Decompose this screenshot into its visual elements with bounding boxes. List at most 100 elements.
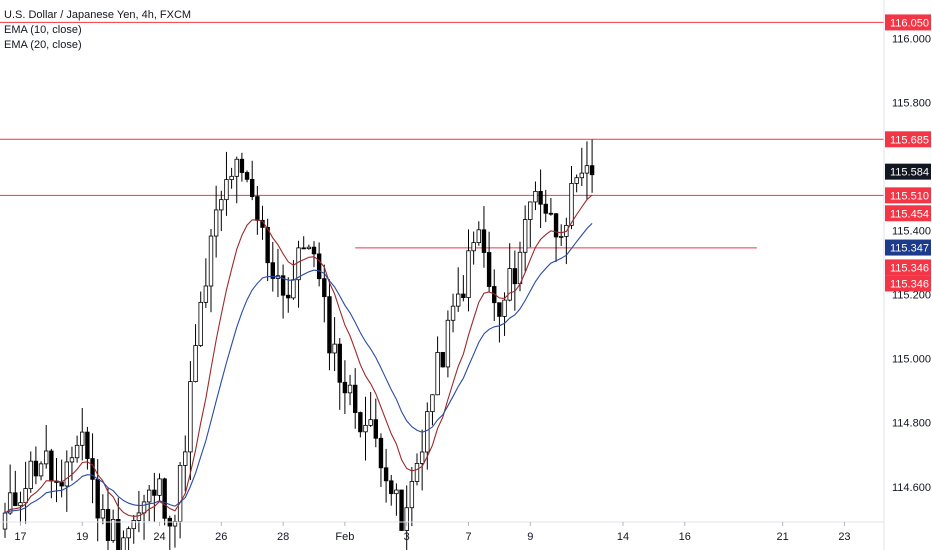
candle-body — [286, 294, 291, 299]
candle-body — [486, 252, 492, 287]
candle-body — [213, 209, 219, 237]
candle-body — [528, 201, 533, 220]
time-tick-label: 9 — [527, 531, 533, 543]
price-axis-tag — [885, 259, 931, 276]
candle-body — [327, 296, 332, 354]
time-tick-label: Feb — [335, 531, 354, 543]
candle-body — [49, 450, 54, 482]
candle-body — [234, 158, 239, 177]
time-axis[interactable]: 17 19 24 26 28 Feb 3 7 9 14 16 21 23 — [14, 522, 851, 543]
candle-body — [425, 411, 430, 453]
candle-body — [358, 412, 363, 433]
candle-body — [347, 384, 353, 394]
candle-body — [589, 165, 595, 176]
candle-body — [389, 480, 394, 495]
price-axis-tag-label: 115.584 — [890, 167, 929, 179]
candle-body — [306, 246, 312, 250]
candle-body — [342, 381, 348, 394]
candle-body — [64, 461, 69, 487]
ema10-line — [4, 194, 593, 517]
horizontal-line-price-label: 116.050 — [890, 17, 929, 29]
price-axis-tag — [885, 239, 931, 256]
candle-body — [311, 246, 317, 255]
candle-body — [95, 478, 100, 519]
price-tick-label: 114.800 — [892, 418, 931, 430]
price-tick-label: 115.400 — [892, 226, 931, 238]
candle-body — [249, 178, 255, 197]
candle-body — [188, 381, 193, 453]
candle-body — [414, 463, 420, 482]
ema10-legend[interactable]: EMA (10, close) — [4, 24, 82, 36]
candle-body — [543, 203, 548, 214]
candle-body — [404, 507, 409, 531]
candle-body — [177, 464, 183, 522]
time-tick-label: 7 — [465, 531, 471, 543]
candle-body — [352, 384, 358, 413]
candle-body — [584, 165, 590, 174]
time-tick-label: 24 — [153, 531, 165, 543]
candle-body — [80, 431, 85, 446]
candle-body — [296, 247, 301, 281]
candle-body — [461, 293, 466, 299]
time-tick-label: 16 — [679, 531, 691, 543]
candle-body — [481, 229, 487, 253]
candle-body — [74, 444, 80, 459]
candle-body — [141, 501, 147, 514]
price-tick-label: 114.600 — [892, 482, 931, 494]
price-axis-tag — [885, 275, 931, 292]
candle-body — [363, 424, 368, 433]
candle-body — [517, 251, 523, 285]
candle-body — [13, 492, 18, 507]
candle-body — [548, 212, 554, 215]
time-tick-label: 23 — [838, 531, 850, 543]
candle-body — [280, 275, 286, 296]
candle-body — [507, 268, 512, 301]
candle-body — [183, 451, 188, 466]
candle-body — [23, 488, 28, 504]
candle-body — [450, 305, 456, 321]
candle-body — [28, 460, 33, 489]
price-axis-tag-label: 115.347 — [890, 243, 929, 255]
candle-body — [512, 268, 518, 285]
candle-body — [337, 343, 342, 383]
candle-body — [146, 489, 152, 503]
candle-body — [198, 301, 203, 346]
candle-body — [409, 481, 415, 509]
candle-body — [44, 450, 49, 465]
candle-body — [38, 463, 44, 477]
ema20-legend[interactable]: EMA (20, close) — [4, 39, 82, 51]
candle-body — [419, 451, 425, 464]
candle-body — [229, 175, 234, 181]
candle-body — [239, 158, 245, 173]
horizontal-line-price-tag — [885, 14, 931, 31]
candle-body — [533, 190, 538, 203]
candle-body — [136, 512, 142, 521]
candle-body — [208, 235, 214, 287]
candle-body — [157, 478, 162, 496]
horizontal-line-price-tag — [885, 131, 931, 148]
horizontal-line-price-label: 115.510 — [890, 190, 929, 202]
candle-body — [7, 492, 13, 514]
symbol-title[interactable]: U.S. Dollar / Japanese Yen, 4h, FXCM — [4, 9, 192, 21]
candle-body — [430, 394, 435, 413]
time-tick-label: 19 — [76, 531, 88, 543]
candle-body — [100, 509, 106, 519]
candle-body — [162, 478, 167, 519]
candle-body — [255, 196, 260, 221]
candle-body — [368, 419, 373, 426]
candle-body — [18, 502, 23, 507]
time-tick-label: 26 — [215, 531, 227, 543]
horizontal-lines-layer — [0, 21, 884, 249]
candle-body — [522, 219, 528, 253]
candle-body — [203, 285, 209, 303]
candle-body — [322, 278, 327, 298]
price-axis[interactable]: 116.000 115.800 115.400 115.200 115.000 114.8… — [892, 33, 931, 493]
horizontal-line-price-label: 115.685 — [890, 134, 929, 146]
candle-body — [332, 343, 337, 354]
price-axis-tag — [885, 163, 931, 180]
price-axis-tag-label: 115.346 — [890, 262, 929, 274]
price-labels-layer: 116.050 115.685 115.510 115.584 115.454 115.3… — [885, 14, 931, 292]
candle-body — [455, 293, 461, 307]
candle-body — [265, 227, 270, 264]
